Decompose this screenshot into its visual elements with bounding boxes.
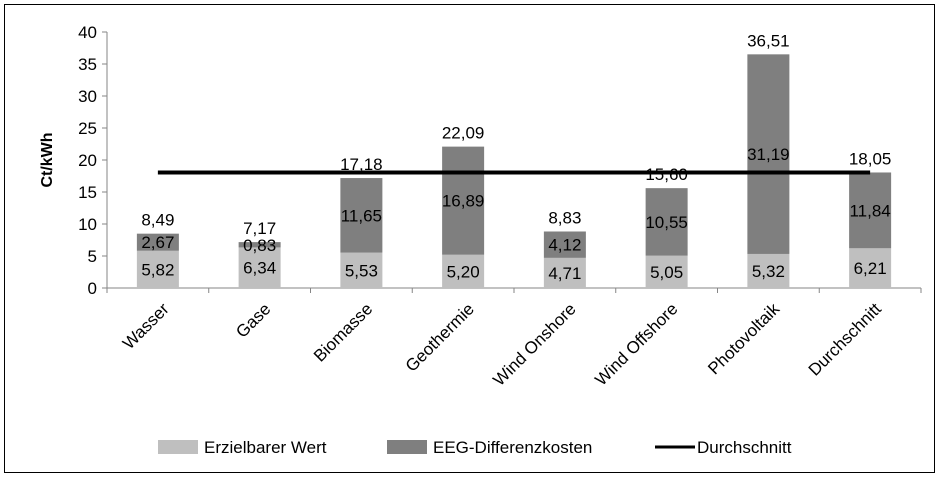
data-label-eeg-differenzkosten: 16,89 xyxy=(442,192,485,211)
data-label-eeg-differenzkosten: 31,19 xyxy=(747,145,790,164)
bar-erzielbarer-wert xyxy=(136,250,179,288)
data-label-total: 7,17 xyxy=(243,219,276,238)
bar-eeg-differenzkosten xyxy=(340,178,383,253)
data-label-eeg-differenzkosten: 0,83 xyxy=(243,236,276,255)
x-tick-label: Wind Offshore xyxy=(591,299,681,389)
bar-eeg-differenzkosten xyxy=(543,231,586,258)
bar-erzielbarer-wert xyxy=(238,247,281,288)
legend-label: EEG-Differenzkosten xyxy=(433,438,592,457)
y-tick-label: 25 xyxy=(78,119,97,138)
x-tick-label: Wind Onshore xyxy=(489,299,579,389)
x-tick-label: Photovoltaik xyxy=(704,299,783,378)
y-tick-label: 10 xyxy=(78,215,97,234)
y-axis-label: Ct/kWh xyxy=(39,132,56,187)
legend-label: Erzielbarer Wert xyxy=(204,438,327,457)
x-tick-label: Gase xyxy=(232,299,274,341)
y-tick-label: 30 xyxy=(78,87,97,106)
data-label-erzielbarer-wert: 5,82 xyxy=(141,260,174,279)
data-label-total: 15,60 xyxy=(645,165,688,184)
data-label-eeg-differenzkosten: 11,84 xyxy=(849,201,890,220)
bar-erzielbarer-wert xyxy=(340,252,383,288)
bar-erzielbarer-wert xyxy=(747,253,790,288)
bar-eeg-differenzkosten xyxy=(747,54,790,254)
legend-swatch xyxy=(158,440,198,454)
legend-swatch xyxy=(387,440,427,454)
data-label-total: 36,51 xyxy=(747,31,790,50)
data-label-erzielbarer-wert: 4,71 xyxy=(548,264,581,283)
legend-label: Durchschnitt xyxy=(697,438,792,457)
data-label-erzielbarer-wert: 6,21 xyxy=(854,259,887,278)
y-tick-label: 5 xyxy=(88,247,97,266)
data-label-total: 18,05 xyxy=(849,149,892,168)
y-tick-label: 0 xyxy=(88,279,97,298)
data-label-eeg-differenzkosten: 11,65 xyxy=(341,206,382,225)
bar-erzielbarer-wert xyxy=(849,248,892,288)
x-tick-label: Durchschnitt xyxy=(805,299,885,379)
data-label-erzielbarer-wert: 5,53 xyxy=(345,261,378,280)
bar-eeg-differenzkosten xyxy=(442,146,485,255)
data-label-total: 8,49 xyxy=(141,211,174,230)
y-tick-label: 15 xyxy=(78,183,97,202)
x-tick-label: Biomasse xyxy=(310,299,376,365)
bar-eeg-differenzkosten xyxy=(238,242,281,248)
bar-erzielbarer-wert xyxy=(442,254,485,288)
data-label-erzielbarer-wert: 5,05 xyxy=(650,263,683,282)
bar-erzielbarer-wert xyxy=(543,257,586,288)
x-tick-label: Geothermie xyxy=(402,299,478,375)
data-label-total: 22,09 xyxy=(442,124,485,143)
data-label-total: 8,83 xyxy=(548,208,581,227)
x-tick-label: Wasser xyxy=(119,299,173,353)
data-label-eeg-differenzkosten: 4,12 xyxy=(548,236,581,255)
data-label-total: 17,18 xyxy=(340,155,383,174)
y-tick-label: 40 xyxy=(78,23,97,42)
data-label-erzielbarer-wert: 5,32 xyxy=(752,262,785,281)
data-label-eeg-differenzkosten: 2,67 xyxy=(141,233,174,252)
bar-eeg-differenzkosten xyxy=(136,233,179,251)
y-tick-label: 20 xyxy=(78,151,97,170)
bar-eeg-differenzkosten xyxy=(645,188,688,256)
bar-eeg-differenzkosten xyxy=(849,172,892,249)
data-label-eeg-differenzkosten: 10,55 xyxy=(645,213,688,232)
y-tick-label: 35 xyxy=(78,55,97,74)
bar-erzielbarer-wert xyxy=(645,255,688,288)
data-label-erzielbarer-wert: 6,34 xyxy=(243,259,276,278)
data-label-erzielbarer-wert: 5,20 xyxy=(447,262,480,281)
